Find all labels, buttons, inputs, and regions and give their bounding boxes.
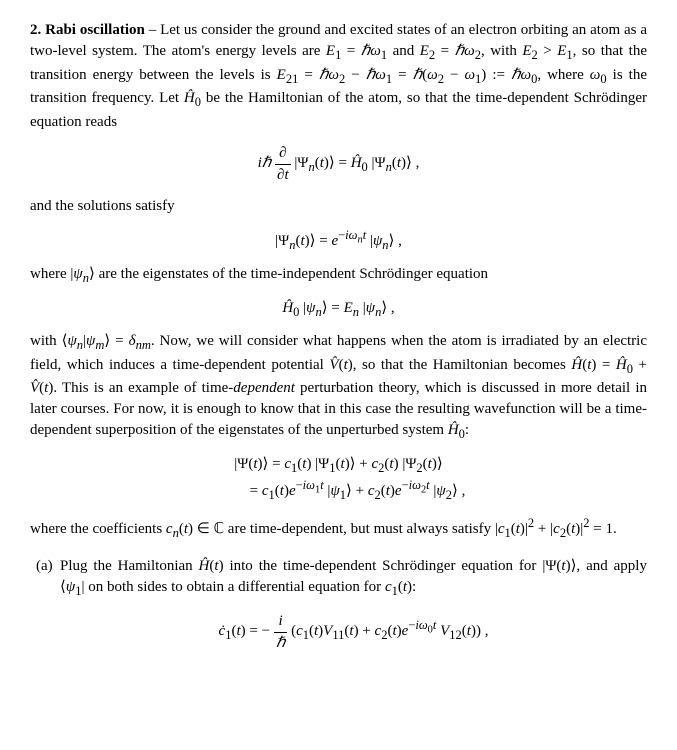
- problem-block: 2. Rabi oscillation – Let us consider th…: [30, 20, 647, 654]
- eq5-content: ċ1(t) = − iℏ (c1(t)V11(t) + c2(t)e−iω0t …: [219, 623, 489, 639]
- para-2: and the solutions satisfy: [30, 196, 647, 217]
- sub-item-a: (a) Plug the Hamiltonian Ĥ(t) into the t…: [60, 556, 647, 654]
- eq4-line2: = c1(t)e−iω1t |ψ1⟩ + c2(t)e−iω2t |ψ2⟩ ,: [30, 477, 647, 505]
- sub-a-text: Plug the Hamiltonian Ĥ(t) into the time-…: [60, 556, 647, 601]
- equation-1: iℏ ∂∂t |Ψn(t)⟩ = Ĥ0 |Ψn(t)⟩ ,: [30, 143, 647, 186]
- equation-5: ċ1(t) = − iℏ (c1(t)V11(t) + c2(t)e−iω0t …: [60, 611, 647, 654]
- para-3: where |ψn⟩ are the eigenstates of the ti…: [30, 264, 647, 288]
- para-4: with ⟨ψn|ψm⟩ = δnm. Now, we will conside…: [30, 331, 647, 444]
- equation-2: |Ψn(t)⟩ = e−iωnt |ψn⟩ ,: [30, 227, 647, 255]
- problem-intro: 2. Rabi oscillation – Let us consider th…: [30, 20, 647, 133]
- equation-3: Ĥ0 |ψn⟩ = En |ψn⟩ ,: [30, 298, 647, 322]
- sub-label-a: (a): [36, 556, 53, 577]
- eq2-content: |Ψn(t)⟩ = e−iωnt |ψn⟩ ,: [275, 233, 402, 249]
- eq3-content: Ĥ0 |ψn⟩ = En |ψn⟩ ,: [282, 300, 394, 316]
- intro-text: – Let us consider the ground and excited…: [30, 22, 647, 130]
- eq4-line1: |Ψ(t)⟩ = c1(t) |Ψ1(t)⟩ + c2(t) |Ψ2(t)⟩: [30, 454, 647, 478]
- problem-number: 2.: [30, 22, 41, 38]
- para-5: where the coefficients cn(t) ∈ ℂ are tim…: [30, 515, 647, 543]
- problem-title: Rabi oscillation: [45, 22, 145, 38]
- eq1-content: iℏ ∂∂t |Ψn(t)⟩ = Ĥ0 |Ψn(t)⟩ ,: [258, 155, 420, 171]
- equation-4: |Ψ(t)⟩ = c1(t) |Ψ1(t)⟩ + c2(t) |Ψ2(t)⟩ =…: [30, 454, 647, 505]
